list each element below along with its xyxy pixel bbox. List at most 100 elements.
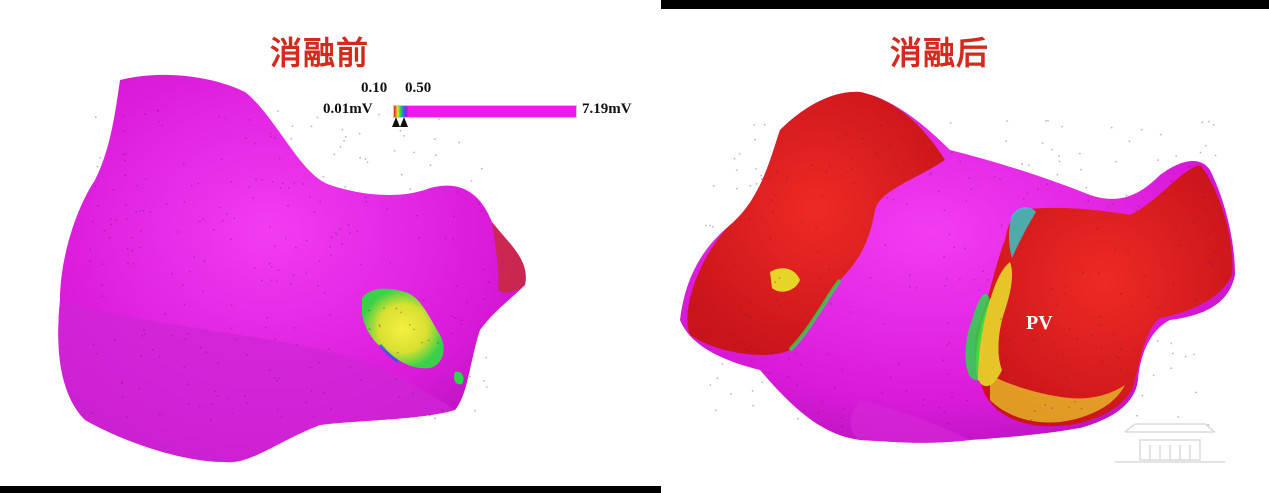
map-before-point <box>121 381 124 384</box>
map-before-point <box>156 109 159 112</box>
map-before-point <box>395 378 397 381</box>
map-before-point <box>103 229 106 232</box>
map-after-point <box>816 251 819 253</box>
map-after-point <box>753 124 756 126</box>
map-after-point <box>886 196 889 199</box>
map-after-point <box>966 399 968 402</box>
map-after-point <box>819 277 822 279</box>
map-after-point <box>916 122 919 125</box>
map-after-point <box>774 281 777 284</box>
map-before-point <box>349 366 352 368</box>
map-before-point <box>460 323 463 326</box>
map-after-point <box>709 384 712 386</box>
map-after-point <box>738 153 741 155</box>
map-before-point <box>359 378 362 381</box>
map-before-point <box>157 110 160 112</box>
map-after-point <box>1002 371 1004 374</box>
map-before-point <box>280 416 283 418</box>
map-before-point <box>339 146 342 148</box>
map-after-point <box>1202 196 1205 199</box>
map-after-point <box>1163 193 1166 195</box>
map-after-point <box>946 343 949 346</box>
map-before-point <box>186 383 189 385</box>
map-after-point <box>1141 394 1144 397</box>
map-after-point <box>917 154 919 157</box>
map-before-point <box>399 129 402 132</box>
map-before-point <box>96 165 99 168</box>
map-after-point <box>805 311 807 314</box>
map-before-point <box>287 186 290 189</box>
map-before-point <box>356 230 359 233</box>
map-after-point <box>760 178 763 180</box>
map-before-point <box>277 110 279 112</box>
map-before-point <box>126 247 129 250</box>
map-before-point <box>193 256 195 258</box>
map-after-point <box>996 409 999 411</box>
map-before-point <box>121 396 124 398</box>
map-before-point <box>165 203 168 206</box>
map-after-point <box>1108 408 1111 410</box>
map-before-point <box>409 188 412 191</box>
map-after-point <box>922 139 925 142</box>
map-after-point <box>1028 164 1030 167</box>
map-before-point <box>233 217 236 220</box>
map-before-point <box>122 153 125 156</box>
map-before-point <box>133 263 135 265</box>
map-after-point <box>1068 328 1071 330</box>
map-before-point <box>487 281 490 283</box>
map-after-point <box>1193 353 1195 356</box>
map-after-point <box>1115 160 1117 163</box>
map-before-point <box>278 157 281 160</box>
map-before-point <box>413 328 415 331</box>
map-after-point <box>1171 352 1174 355</box>
map-after-point <box>746 349 749 352</box>
map-after-point <box>748 301 751 304</box>
map-after-point <box>713 307 716 310</box>
map-after-point <box>714 409 717 412</box>
voltage-color-scale-bar <box>393 105 577 118</box>
map-after-point <box>1037 188 1039 191</box>
map-before-point <box>220 158 223 161</box>
map-after-point <box>1128 140 1131 143</box>
map-after-point <box>1156 340 1159 342</box>
map-before-point <box>252 197 254 199</box>
map-after-point <box>824 287 826 290</box>
map-before-point <box>171 272 173 275</box>
map-after-point <box>811 164 814 167</box>
map-after-point <box>1152 374 1155 377</box>
map-before-point <box>378 324 381 326</box>
map-before-point <box>190 184 193 187</box>
map-before-point <box>246 354 249 356</box>
map-before-point <box>124 153 127 155</box>
map-after-point <box>888 145 891 148</box>
map-before-point <box>261 279 263 282</box>
map-before-point <box>460 319 463 322</box>
map-before-point <box>322 175 325 178</box>
map-before-point <box>127 262 129 265</box>
map-after-point <box>1135 209 1138 212</box>
map-before-point <box>164 312 167 315</box>
map-before-point <box>108 236 111 239</box>
map-after-point <box>905 390 908 392</box>
map-before-point <box>400 311 402 314</box>
map-after-point <box>1208 120 1210 123</box>
map-after-point <box>1120 292 1122 295</box>
map-after-point <box>862 137 864 140</box>
map-after-point <box>948 341 951 344</box>
map-before-point <box>423 299 425 302</box>
map-before-point <box>199 346 202 349</box>
map-after-point <box>733 157 736 160</box>
map-before-point <box>99 157 101 159</box>
map-after-point <box>993 175 996 178</box>
map-after-red-right <box>974 165 1233 427</box>
map-after-point <box>948 233 951 236</box>
map-before-point <box>348 232 351 234</box>
map-before-point <box>486 386 488 388</box>
legend-max-label: 7.19mV <box>582 101 632 117</box>
map-before-point <box>230 304 233 307</box>
map-before-point <box>317 284 319 287</box>
map-before-point <box>125 218 128 221</box>
map-before-point <box>227 397 230 400</box>
map-before-point <box>125 416 128 418</box>
map-before-point <box>287 204 289 207</box>
